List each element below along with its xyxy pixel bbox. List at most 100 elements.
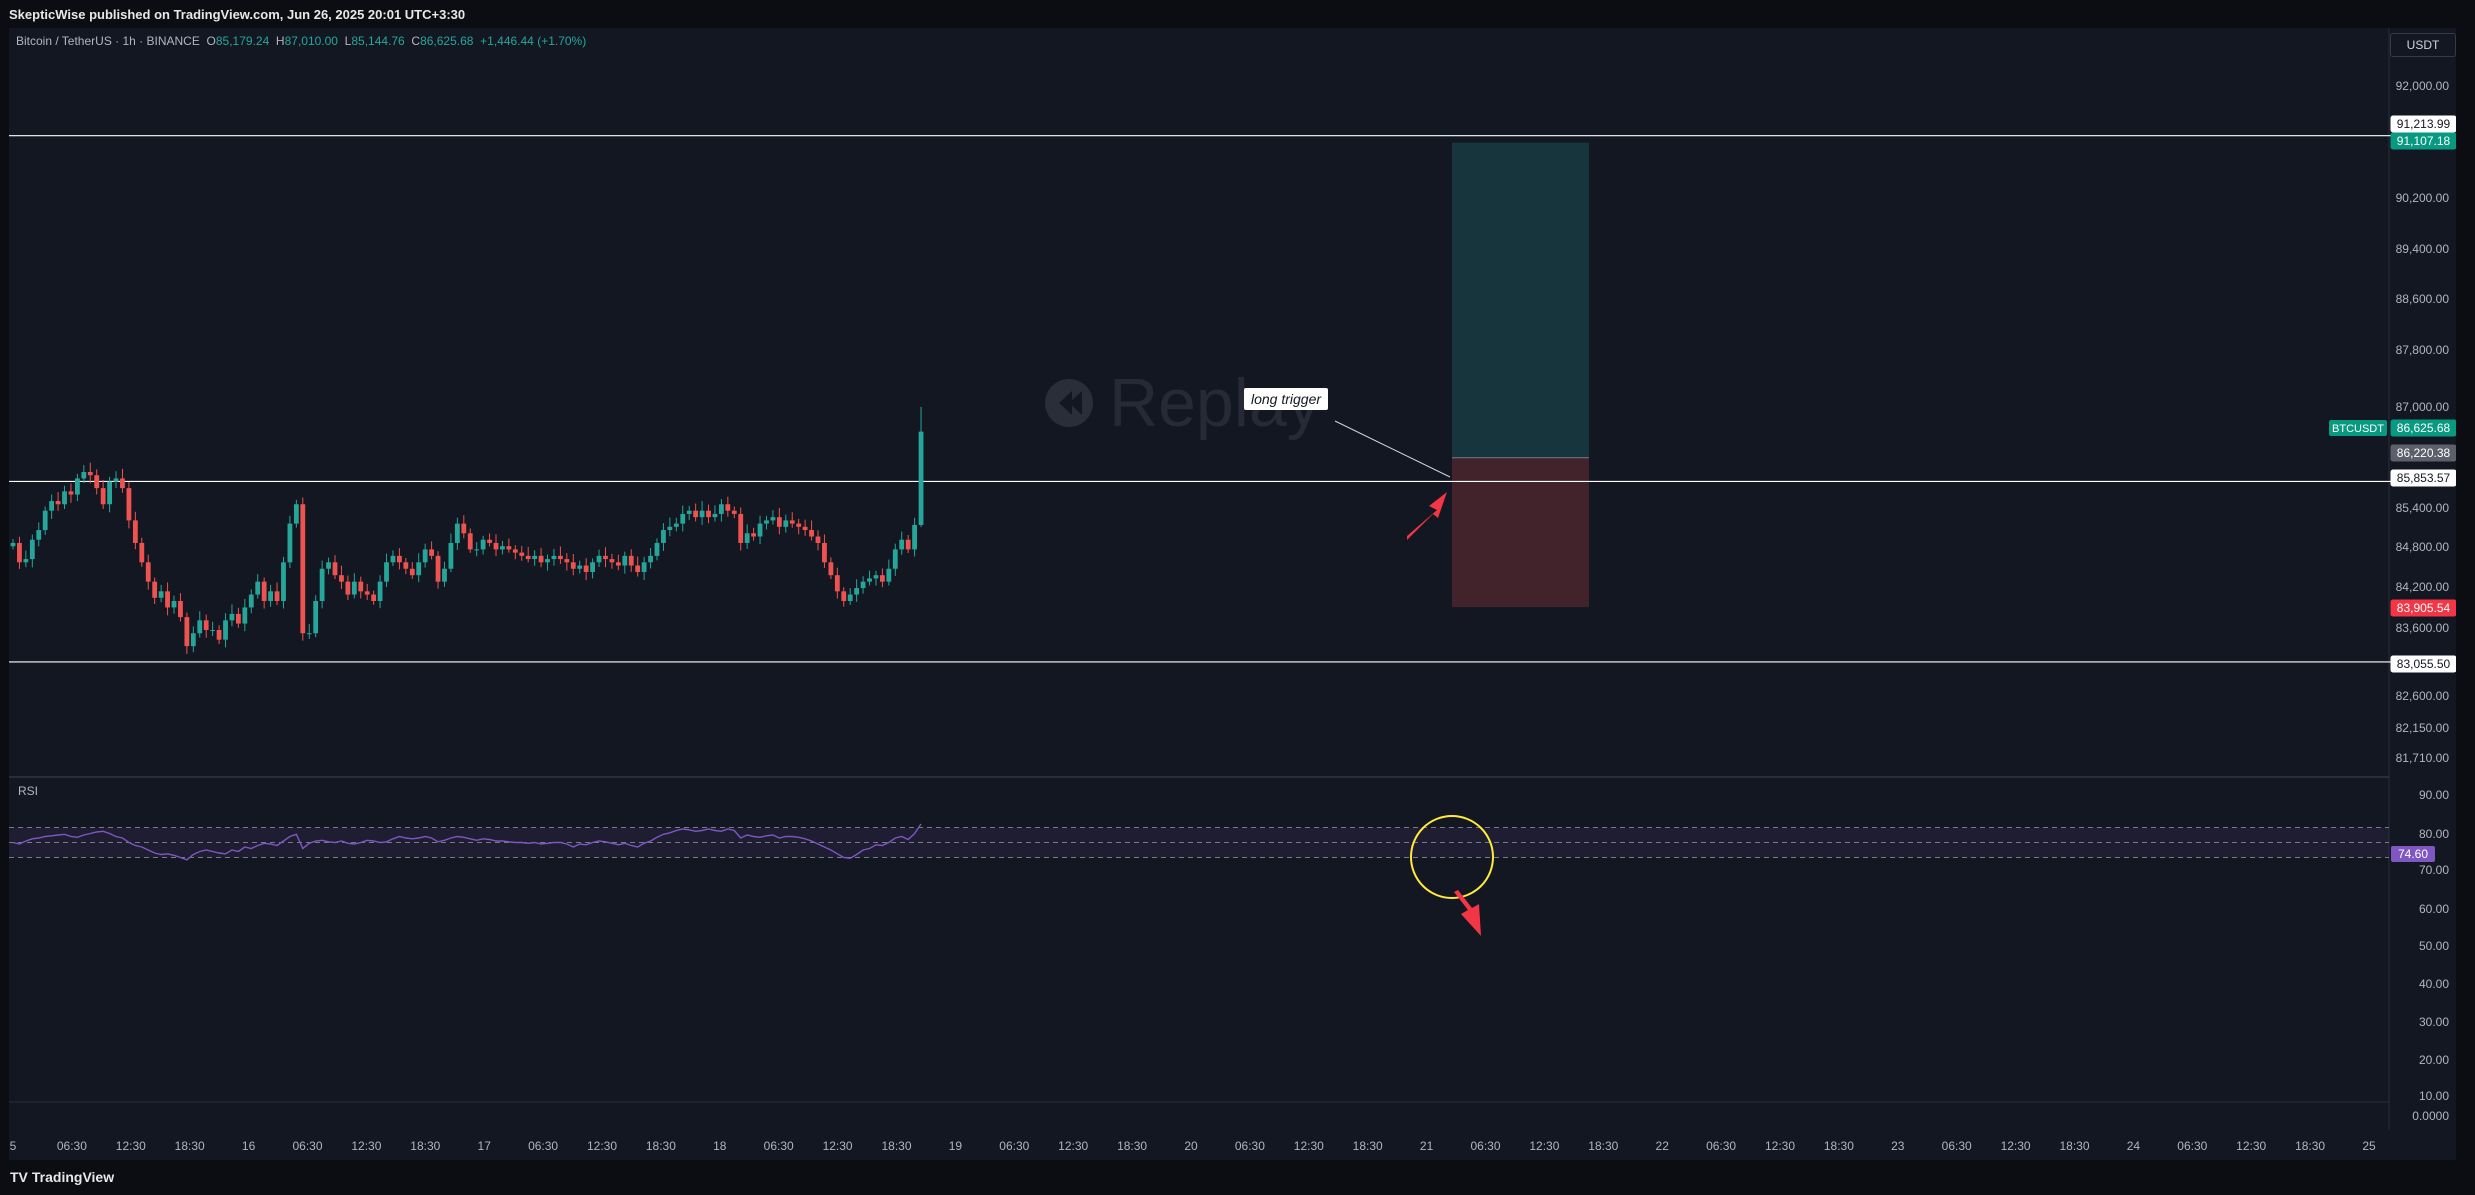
tradingview-logo[interactable]: TV TradingView [10, 1169, 114, 1185]
long-position-stop-zone [1452, 457, 1589, 608]
candle-body [635, 565, 641, 572]
time-tick-label: 17 [478, 1139, 492, 1153]
candle-body [178, 601, 183, 618]
time-tick-label: 06:30 [1470, 1139, 1500, 1153]
currency-button[interactable]: USDT [2390, 33, 2456, 57]
candle-body [397, 555, 402, 563]
rsi-tick-label: 10.00 [2419, 1089, 2449, 1103]
replay-watermark: Replay [1045, 365, 1321, 441]
price-tick-label: 84,800.00 [2396, 540, 2450, 554]
price-tick-label: 92,000.00 [2396, 79, 2450, 93]
candle-body [313, 601, 319, 634]
candle-body [609, 559, 615, 563]
candle-body [776, 517, 782, 527]
time-tick-label: 18:30 [881, 1139, 911, 1153]
rsi-tick-label: 70.00 [2419, 863, 2449, 877]
time-tick-label: 12:30 [1294, 1139, 1324, 1153]
candle-body [165, 591, 170, 608]
candle-body [841, 591, 847, 601]
candle-body [10, 542, 16, 547]
price-label-text: 85,853.57 [2397, 471, 2451, 485]
rsi-tick-label: 20.00 [2419, 1053, 2449, 1067]
candle-body [564, 559, 570, 563]
candle-body [81, 472, 87, 479]
candle-body [867, 578, 872, 582]
candle-body [255, 581, 261, 595]
candle-body [699, 510, 705, 518]
high-label: H [275, 34, 285, 48]
candle-body [918, 431, 924, 525]
price-label-text: 91,107.18 [2397, 134, 2451, 148]
close-label: C [411, 34, 421, 48]
price-label-box [2390, 115, 2456, 133]
candle-body [751, 533, 756, 537]
time-tick-label: 06:30 [292, 1139, 322, 1153]
candle-body [596, 555, 602, 563]
candle-body [152, 581, 158, 598]
candle-body [87, 472, 93, 476]
price-label-text: 83,055.50 [2397, 657, 2451, 671]
time-tick-label: 19 [949, 1139, 963, 1153]
candle-body [770, 517, 776, 521]
time-tick-label: 12:30 [351, 1139, 381, 1153]
candle-body [100, 488, 106, 505]
candle-body [847, 594, 853, 601]
price-label-text: 91,213.99 [2397, 117, 2451, 131]
candle-body [783, 520, 789, 527]
candle-body [229, 613, 235, 621]
symbol-legend: Bitcoin / TetherUS · 1h · BINANCE O85,17… [16, 34, 586, 48]
candle-body [384, 562, 389, 582]
time-tick-label: 16 [242, 1139, 256, 1153]
chart-svg[interactable]: Replay 92,000.00 90,200.00 89,400.00 88,600.… [9, 28, 2456, 1160]
candle-body [132, 520, 138, 543]
candle-body [487, 539, 492, 543]
time-tick-label: 12:30 [2001, 1139, 2031, 1153]
time-tick-label: 18:30 [175, 1139, 205, 1153]
candle-body [435, 555, 441, 582]
price-label-box [2390, 444, 2456, 462]
candle-body [757, 523, 763, 537]
rsi-tick-label: 30.00 [2419, 1015, 2449, 1029]
candle-body [416, 562, 422, 576]
candle-body [802, 526, 808, 531]
candle-body [725, 504, 731, 511]
time-tick-label: 18:30 [2059, 1139, 2089, 1153]
time-tick-label: 12:30 [1765, 1139, 1795, 1153]
time-tick-label: 12:30 [2236, 1139, 2266, 1153]
candle-body [603, 555, 608, 560]
rsi-value-text: 74.60 [2398, 847, 2428, 861]
price-label-box [2390, 132, 2456, 150]
chart-area[interactable]: Replay 92,000.00 90,200.00 89,400.00 88,600.… [9, 28, 2456, 1160]
candle-body [49, 501, 55, 511]
time-tick-label: 12:30 [1529, 1139, 1559, 1153]
symbol-tag-text: BTCUSDT [2332, 423, 2384, 435]
candle-body [809, 530, 814, 537]
time-tick-label: 18:30 [646, 1139, 676, 1153]
candle-body [409, 568, 415, 576]
candle-body [29, 539, 35, 560]
price-label-box [2390, 469, 2456, 487]
candle-body [422, 549, 428, 563]
candle-body [326, 562, 331, 569]
candle-body [351, 581, 357, 595]
low-label: L [344, 34, 352, 48]
open-label: O [206, 34, 216, 48]
price-tick-label: 82,600.00 [2396, 689, 2450, 703]
price-tick-label: 83,600.00 [2396, 621, 2450, 635]
candle-body [371, 594, 377, 601]
time-tick-label: 06:30 [528, 1139, 558, 1153]
time-tick-label: 06:30 [1235, 1139, 1265, 1153]
long-trigger-label[interactable]: long trigger [1244, 388, 1329, 410]
time-tick-label: 12:30 [823, 1139, 853, 1153]
candle-body [467, 533, 473, 550]
candle-body [538, 555, 544, 563]
candle-body [223, 620, 228, 640]
candle-body [667, 526, 673, 531]
candle-body [493, 542, 499, 550]
candle-body [319, 568, 325, 601]
candle-body [764, 520, 769, 524]
candle-body [17, 542, 22, 563]
candle-body [274, 591, 280, 601]
candle-body [789, 520, 795, 524]
price-label-box [2390, 655, 2456, 673]
